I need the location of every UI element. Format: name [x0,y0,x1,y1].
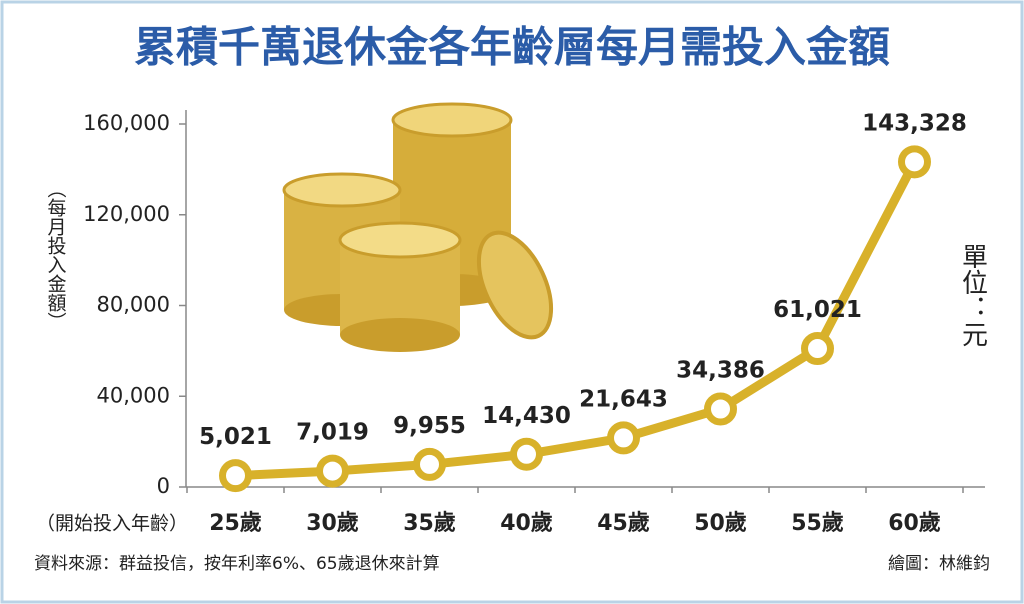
coins-illustration [282,102,554,352]
x-tick-label: 60歲 [888,511,941,536]
value-label: 21,643 [579,386,668,412]
source-note: 資料來源：群益投信，按年利率6%、65歲退休來計算 [34,554,440,574]
y-tick-label: 80,000 [97,293,170,317]
x-tick-label: 25歲 [209,511,262,536]
chart-title: 累積千萬退休金各年齡層每月需投入金額 [134,23,890,72]
x-tick-label: 35歲 [403,511,456,536]
value-label: 61,021 [773,297,862,323]
x-axis-label: （開始投入年齡） [36,513,188,535]
unit-label: 單位：元 [958,243,988,347]
x-tick-label: 55歲 [791,511,844,536]
value-label: 34,386 [676,357,765,383]
point [898,145,931,179]
value-label: 5,021 [199,424,272,450]
value-label: 14,430 [482,403,571,429]
y-tick-label: 160,000 [83,111,170,135]
point [316,454,349,488]
point [413,447,446,481]
point [801,332,834,366]
y-tick-label: 120,000 [83,202,170,226]
credit-note: 繪圖：林維鈞 [888,554,990,574]
y-tick-label: 0 [157,474,170,498]
point [510,437,543,471]
x-tick-label: 40歲 [500,511,553,536]
value-label: 9,955 [393,413,466,439]
value-label: 7,019 [296,420,369,446]
y-tick-label: 40,000 [97,383,170,407]
y-axis-label: （每月投入金額） [45,179,67,331]
x-tick-label: 45歲 [597,511,650,536]
point [219,459,252,493]
x-tick-label: 50歲 [694,511,747,536]
point [607,421,640,455]
value-label: 143,328 [862,110,967,136]
x-tick-label: 30歲 [306,511,359,536]
point [704,392,737,426]
